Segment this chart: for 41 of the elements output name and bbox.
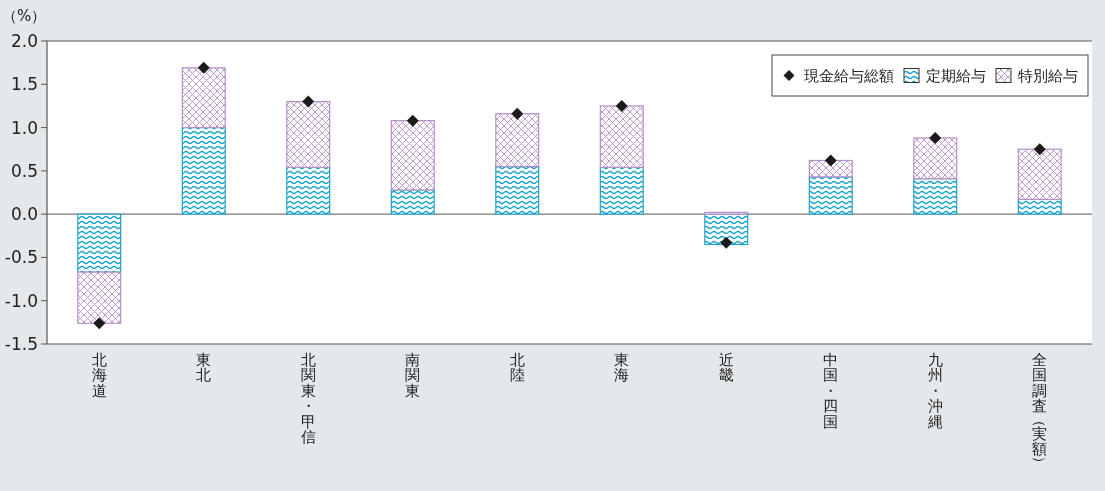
bar [390, 189, 435, 215]
point [511, 107, 524, 120]
y-tick-label: 2.0 [10, 31, 38, 51]
bar [1017, 148, 1062, 201]
point [720, 236, 733, 249]
bar [77, 213, 122, 273]
bar [181, 67, 226, 129]
legend-label: 現金給与総額 [804, 66, 894, 85]
bar [913, 137, 958, 180]
bar [808, 176, 853, 215]
point [93, 317, 106, 330]
bar [286, 101, 331, 168]
bar [1017, 198, 1062, 215]
legend-label: 定期給与 [926, 66, 986, 85]
point [824, 154, 837, 167]
bar [390, 120, 435, 191]
y-tick-label: 0.0 [10, 204, 38, 225]
y-tick-label: -0.5 [4, 247, 38, 268]
bar [495, 165, 540, 215]
y-tick-label: -1.5 [4, 334, 38, 354]
bar [77, 271, 122, 324]
y-tick-label: 1.5 [10, 74, 38, 95]
bar [181, 126, 226, 215]
y-axis-title: （%） [2, 7, 47, 25]
bar [599, 166, 644, 215]
point [615, 99, 628, 112]
point [197, 61, 210, 74]
bar [704, 213, 749, 246]
bar [808, 159, 853, 178]
y-tick-label: -1.0 [4, 290, 38, 311]
bar [913, 178, 958, 215]
point [406, 114, 419, 127]
legend-label: 特別給与 [1018, 66, 1078, 85]
bar [286, 166, 331, 215]
point [1033, 143, 1046, 156]
point [302, 95, 315, 108]
y-tick-label: 1.0 [10, 117, 38, 138]
bar [495, 113, 540, 168]
bar [599, 105, 644, 168]
point [929, 131, 942, 144]
y-tick-label: 0.5 [10, 160, 38, 181]
